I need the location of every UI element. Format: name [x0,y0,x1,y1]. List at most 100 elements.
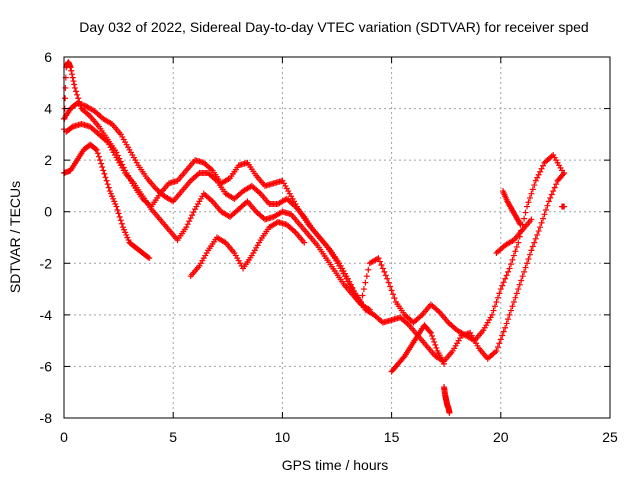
data-point [524,260,531,267]
data-point [186,218,193,225]
data-point [517,221,524,228]
series-track-h [493,216,535,256]
data-point [542,206,549,213]
data-point [500,328,507,335]
data-point [349,284,356,291]
data-point [446,409,453,416]
data-point [544,202,551,209]
data-point [103,177,110,184]
data-point [187,215,194,222]
data-point [70,78,77,85]
data-point [73,88,80,95]
data-point [540,215,547,222]
data-point [531,239,538,246]
x-tick-label: 5 [169,429,177,445]
data-point [95,153,102,160]
data-point [503,272,510,279]
data-point [535,228,542,235]
data-point [359,292,366,299]
data-point [519,273,526,280]
data-point [347,281,354,288]
y-tick-labels: -8 -6 -4 -2 0 2 4 6 [40,49,53,426]
data-point [510,298,517,305]
data-point [431,338,438,345]
data-point [560,171,567,178]
data-point [491,303,498,310]
x-tick-labels: 0 5 10 15 20 25 [60,429,618,445]
data-point [526,194,533,201]
data-point [114,206,121,213]
data-point [509,303,516,310]
data-point [494,344,501,351]
data-point [376,258,383,265]
data-point [505,316,512,323]
data-point [529,186,536,193]
data-point [68,67,75,74]
data-point [69,71,76,78]
data-point [184,221,191,228]
data-point [98,160,105,167]
y-tick-label: 6 [44,49,52,65]
data-point [502,275,509,282]
series-track-g [441,384,453,416]
data-point [534,174,541,181]
data-point [497,286,504,293]
data-point [547,194,554,201]
data-point [507,307,514,314]
data-point [118,220,125,227]
data-point [390,291,397,298]
data-point [505,268,512,275]
data-point [117,217,124,224]
data-point [538,165,545,172]
x-tick-label: 10 [275,429,291,445]
data-point [503,320,510,327]
data-point [97,157,104,164]
data-point [346,278,353,285]
data-point [494,294,501,301]
axis-ticks [63,56,611,419]
data-point [541,211,548,218]
x-tick-label: 20 [493,429,509,445]
data-point [500,279,507,286]
data-marks [61,59,568,416]
data-point [510,252,517,259]
data-point [521,268,528,275]
data-point [515,239,522,246]
data-point [189,212,196,219]
series-track-a [61,59,565,344]
data-point [545,198,552,205]
series-track-i [499,188,524,228]
data-point [385,279,392,286]
series-track-c [63,121,373,313]
data-point [400,354,407,361]
data-point [534,231,541,238]
y-tick-label: 2 [44,152,52,168]
series-track-d [61,141,153,262]
data-point [94,150,101,157]
data-point [145,254,152,261]
data-point [490,307,497,314]
data-point [529,243,536,250]
data-point [100,167,107,174]
data-point [62,95,69,102]
data-point [526,251,533,258]
data-point [524,203,531,210]
data-point [360,286,367,293]
series-track-e [187,219,308,280]
data-point [528,247,535,254]
y-tick-label: -4 [40,307,53,323]
series-track-f [388,322,448,375]
data-point [497,336,504,343]
data-point [388,287,395,294]
data-point [512,248,519,255]
data-point [512,294,519,301]
data-point [537,168,544,175]
data-point [69,74,76,81]
data-point [516,281,523,288]
data-point [516,220,523,227]
data-point [75,95,82,102]
data-point [74,91,81,98]
data-point [99,164,106,171]
data-point [553,181,560,188]
data-point [430,335,437,342]
